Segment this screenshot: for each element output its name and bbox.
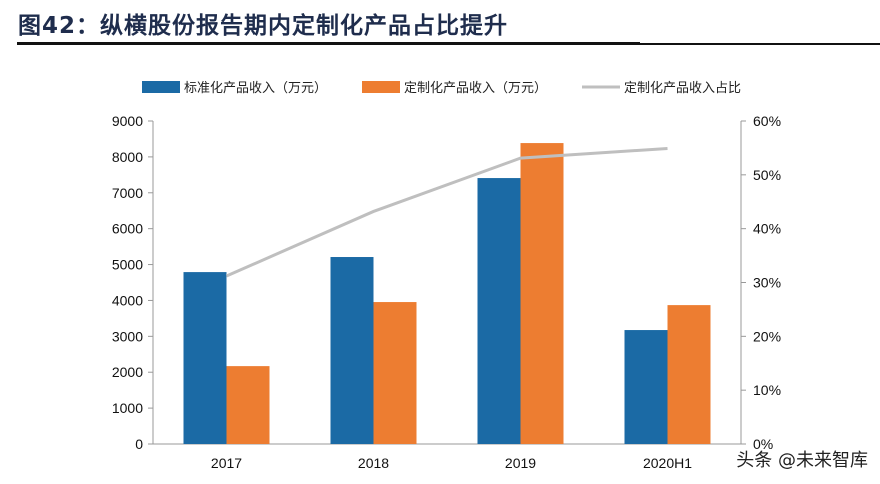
y2-tick-label: 0% [753,436,773,452]
y2-tick-label: 10% [753,382,781,398]
legend-label: 定制化产品收入占比 [624,80,741,95]
chart-title: 图42：纵横股份报告期内定制化产品占比提升 [18,13,509,39]
legend-swatch [142,81,180,93]
bar-standard [330,257,374,444]
y-tick-label: 1000 [112,400,143,416]
bar-custom [373,302,417,444]
bar-standard [477,178,521,444]
y-tick-label: 8000 [112,149,143,165]
watermark: 头条 @未来智库 [736,450,868,471]
x-tick-label: 2019 [505,455,536,471]
y-tick-label: 7000 [112,185,143,201]
y2-tick-label: 30% [753,275,781,291]
x-tick-label: 2017 [211,455,242,471]
y2-tick-label: 40% [753,221,781,237]
bar-standard [624,330,668,444]
title-rule [17,42,640,45]
y2-tick-label: 50% [753,167,781,183]
y-tick-label: 9000 [112,113,143,129]
bar-custom [226,366,270,444]
legend-label: 标准化产品收入（万元） [184,80,327,95]
bar-custom [667,305,711,444]
y-tick-label: 0 [135,436,143,452]
y2-tick-label: 20% [753,328,781,344]
x-tick-label: 2018 [358,455,389,471]
y-tick-label: 5000 [112,257,143,273]
y-tick-label: 4000 [112,292,143,308]
legend-label: 定制化产品收入（万元） [404,80,547,95]
bar-custom [520,143,564,445]
y-tick-label: 6000 [112,221,143,237]
y-tick-label: 2000 [112,364,143,380]
legend-swatch [362,81,400,93]
bar-standard [183,272,227,444]
line-custom-share [225,146,668,278]
x-tick-label: 2020H1 [643,455,692,471]
y-tick-label: 3000 [112,328,143,344]
title-rule-thin [640,43,880,45]
y2-tick-label: 60% [753,113,781,129]
